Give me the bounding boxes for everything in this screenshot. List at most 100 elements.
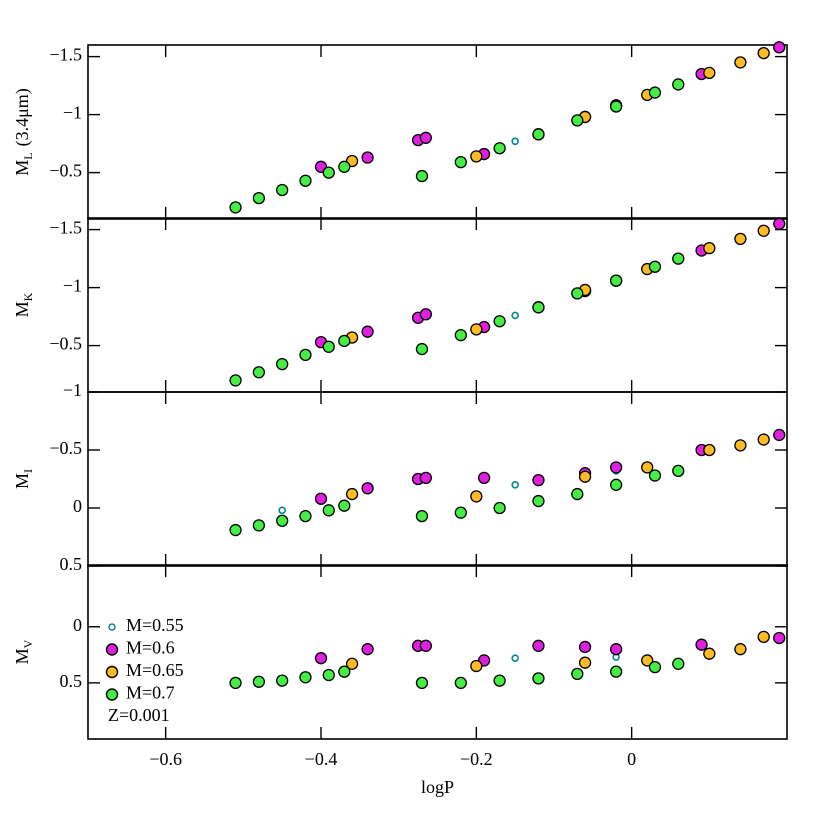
data-point (470, 490, 483, 503)
data-point (672, 657, 685, 670)
data-point (773, 217, 786, 230)
legend-marker (105, 665, 119, 679)
y-label-sub: V (21, 639, 35, 648)
data-point (672, 252, 685, 265)
data-point (532, 301, 545, 314)
data-point (470, 659, 483, 673)
annotation: Z=0.001 (108, 705, 170, 725)
x-tick-label: −0.6 (149, 749, 182, 769)
data-point (314, 492, 328, 505)
data-point (493, 501, 506, 515)
y-label-sub: L (21, 152, 35, 159)
data-point (419, 639, 433, 652)
x-axis-label: logP (421, 777, 454, 797)
data-point (361, 151, 374, 164)
data-point (470, 323, 483, 336)
y-label-main: M (12, 473, 32, 489)
y-tick-label: −0.5 (49, 438, 82, 458)
data-point (470, 150, 483, 163)
data-point (578, 656, 592, 669)
data-point (648, 661, 662, 674)
data-point (415, 676, 429, 690)
y-label-main: M (12, 648, 32, 664)
y-axis-label: MV (12, 639, 35, 664)
legend-label: M=0.7 (126, 683, 175, 703)
data-point (322, 668, 335, 682)
data-point (571, 667, 584, 681)
x-tick-label: 0 (627, 749, 636, 769)
y-tick-label: −1.5 (49, 218, 82, 238)
y-label-sub: K (21, 292, 35, 301)
legend-marker (105, 688, 119, 701)
data-point (609, 100, 623, 113)
data-point (276, 674, 289, 687)
y-tick-label: −1 (63, 276, 82, 296)
data-point (734, 56, 747, 69)
y-label-main: M (12, 160, 32, 176)
y-tick-label: −0.5 (49, 334, 82, 354)
data-point (493, 142, 506, 155)
data-point (299, 174, 312, 187)
data-point (511, 311, 519, 320)
data-point (276, 183, 289, 197)
data-point (609, 461, 623, 474)
y-label-extra: (3.4μm) (12, 88, 33, 146)
legend-marker (108, 623, 116, 631)
data-point (252, 191, 266, 205)
data-point (757, 433, 770, 446)
data-point (415, 169, 429, 183)
data-point (609, 643, 623, 656)
data-point (532, 639, 545, 652)
data-point (276, 358, 289, 371)
data-point (773, 428, 786, 442)
data-point (571, 114, 584, 127)
data-point (229, 523, 242, 537)
data-point (338, 499, 351, 512)
y-axis-label: MK (12, 292, 35, 317)
data-point (703, 443, 716, 457)
data-point (299, 509, 312, 523)
data-point (734, 643, 747, 656)
data-point (252, 519, 266, 532)
y-tick-label: −1 (63, 103, 82, 123)
data-point (493, 315, 506, 328)
y-label-main: M (12, 301, 32, 317)
data-point (252, 366, 266, 379)
data-point (609, 478, 623, 491)
data-point (454, 676, 467, 690)
data-point (773, 41, 786, 54)
y-tick-label: 0 (73, 496, 82, 516)
data-point (511, 480, 519, 489)
data-point (609, 274, 623, 287)
panel-frame (87, 391, 788, 567)
panel-frame (87, 44, 788, 220)
legend-label: M=0.55 (126, 615, 184, 635)
data-point (641, 654, 654, 667)
data-point (454, 506, 467, 519)
y-axis-label: ML (3.4μm) (12, 88, 35, 176)
y-tick-label: 0 (73, 615, 82, 635)
data-point (361, 643, 374, 656)
data-point (415, 509, 429, 523)
data-point (648, 260, 662, 273)
data-point (609, 665, 623, 678)
x-tick-label: −0.4 (305, 749, 338, 769)
data-point (322, 504, 335, 517)
data-point (757, 224, 770, 237)
data-point (229, 374, 242, 387)
data-point (648, 469, 662, 482)
y-tick-label: −1.5 (49, 45, 82, 65)
data-point (648, 86, 662, 99)
data-point (578, 470, 592, 483)
legend-label: M=0.65 (126, 660, 184, 680)
data-point (532, 128, 545, 141)
data-point (419, 471, 433, 484)
data-point (419, 308, 433, 321)
data-point (734, 232, 747, 246)
data-point (278, 506, 286, 515)
data-point (672, 78, 685, 91)
data-point (252, 675, 266, 688)
data-point (703, 242, 716, 255)
y-tick-label: 0.5 (60, 671, 83, 691)
